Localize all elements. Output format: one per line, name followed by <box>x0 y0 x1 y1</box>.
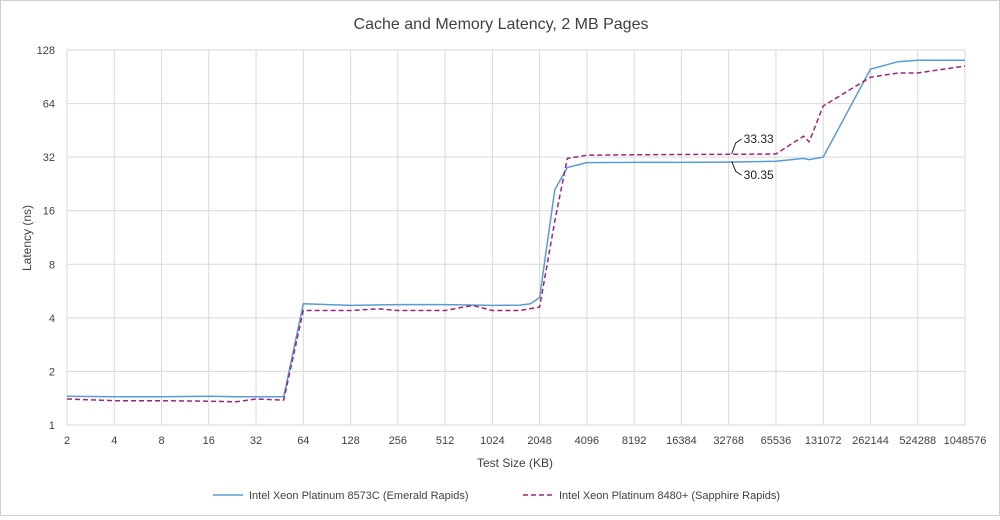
x-tick-label: 8 <box>158 435 164 447</box>
series-lines <box>66 59 966 403</box>
x-tick-label: 131072 <box>805 435 842 447</box>
series-line-2 <box>66 65 966 403</box>
x-tick-label: 8192 <box>622 435 646 447</box>
x-axis-tick-labels: 2 4 8 16 32 64 128 256 512 1024 2048 4096 8192 16384 3… <box>64 435 986 447</box>
legend-label: Intel Xeon Platinum 8480+ (Sapphire Rapi… <box>559 490 780 502</box>
x-tick-label: 128 <box>341 435 359 447</box>
y-tick-label: 2 <box>49 366 55 378</box>
annotation-label: 33.33 <box>744 132 774 146</box>
x-tick-label: 4 <box>111 435 117 447</box>
x-tick-label: 262144 <box>852 435 889 447</box>
x-tick-label: 16 <box>203 435 215 447</box>
y-tick-label: 128 <box>37 45 55 57</box>
gridlines <box>66 49 966 426</box>
y-tick-label: 16 <box>43 206 55 218</box>
y-tick-label: 4 <box>49 313 55 325</box>
series-line-1 <box>66 59 965 398</box>
y-tick-label: 32 <box>43 152 55 164</box>
x-tick-label: 65536 <box>761 435 792 447</box>
y-tick-label: 8 <box>49 259 55 271</box>
chart-title: Cache and Memory Latency, 2 MB Pages <box>354 16 649 33</box>
annotation-leader <box>731 161 742 176</box>
x-tick-label: 512 <box>436 435 454 447</box>
x-axis-label: Test Size (KB) <box>477 456 553 470</box>
y-axis-label: Latency (ns) <box>20 205 34 271</box>
x-tick-label: 32 <box>250 435 262 447</box>
legend-label: Intel Xeon Platinum 8573C (Emerald Rapid… <box>249 490 469 502</box>
x-tick-label: 4096 <box>575 435 599 447</box>
annotation-leader <box>731 138 742 155</box>
y-tick-label: 64 <box>43 99 55 111</box>
x-tick-label: 16384 <box>666 435 697 447</box>
x-tick-label: 64 <box>297 435 309 447</box>
x-tick-label: 32768 <box>713 435 744 447</box>
x-tick-label: 524288 <box>899 435 936 447</box>
x-tick-label: 2 <box>64 435 70 447</box>
y-tick-label: 1 <box>49 420 55 432</box>
x-tick-label: 1024 <box>480 435 504 447</box>
x-tick-label: 2048 <box>527 435 551 447</box>
x-tick-label: 1048576 <box>944 435 987 447</box>
x-tick-label: 256 <box>389 435 407 447</box>
annotation-label: 30.35 <box>744 168 774 182</box>
annotations: 33.33 30.35 <box>731 132 774 182</box>
y-axis-tick-labels: 1 2 4 8 16 32 64 128 <box>37 45 55 432</box>
legend: Intel Xeon Platinum 8573C (Emerald Rapid… <box>213 490 780 502</box>
